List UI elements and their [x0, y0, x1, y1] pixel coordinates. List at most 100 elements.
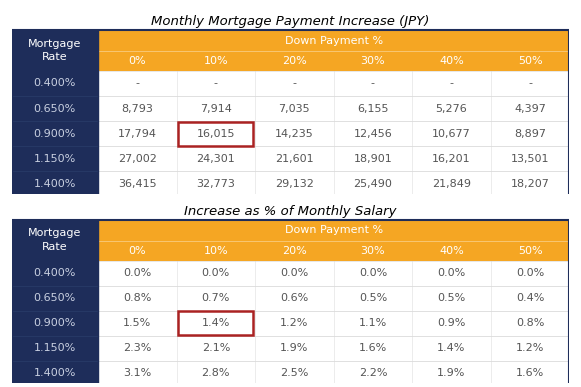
Bar — [491, 311, 569, 336]
Text: -: - — [214, 79, 218, 89]
Text: 1.4%: 1.4% — [202, 318, 230, 328]
Bar — [491, 241, 569, 260]
Bar — [177, 171, 255, 196]
Text: 12,456: 12,456 — [354, 128, 392, 139]
Bar — [255, 146, 333, 171]
Bar — [255, 171, 333, 196]
Bar — [255, 51, 333, 71]
Bar — [412, 311, 491, 336]
Text: 30%: 30% — [361, 56, 385, 66]
Bar — [333, 241, 412, 260]
Bar — [178, 122, 253, 146]
Text: 10%: 10% — [203, 246, 228, 256]
Bar — [177, 361, 255, 386]
Text: 1.400%: 1.400% — [34, 368, 76, 378]
Bar — [412, 361, 491, 386]
Bar — [177, 260, 255, 286]
Text: 40%: 40% — [439, 56, 464, 66]
Bar — [255, 96, 333, 121]
Bar — [98, 71, 177, 96]
Bar — [98, 286, 177, 311]
Bar — [255, 286, 333, 311]
Bar — [12, 260, 98, 286]
Bar — [412, 71, 491, 96]
Bar — [255, 336, 333, 361]
Text: 2.2%: 2.2% — [358, 368, 387, 378]
Text: 1.6%: 1.6% — [359, 343, 387, 353]
Text: 0.0%: 0.0% — [202, 268, 230, 278]
Text: -: - — [528, 79, 532, 89]
Bar — [12, 220, 569, 386]
Bar — [491, 121, 569, 146]
Bar — [98, 241, 177, 260]
Text: 0.0%: 0.0% — [123, 268, 152, 278]
Bar — [12, 96, 98, 121]
Bar — [412, 171, 491, 196]
Text: 2.8%: 2.8% — [202, 368, 230, 378]
Text: 0.4%: 0.4% — [516, 293, 544, 303]
Bar — [12, 171, 98, 196]
Bar — [333, 336, 412, 361]
Text: 2.3%: 2.3% — [123, 343, 152, 353]
Bar — [491, 171, 569, 196]
Text: 0.5%: 0.5% — [359, 293, 387, 303]
Text: 0.0%: 0.0% — [437, 268, 465, 278]
Bar — [12, 146, 98, 171]
Bar — [255, 361, 333, 386]
Bar — [177, 336, 255, 361]
Text: 1.2%: 1.2% — [280, 318, 309, 328]
Text: Mortgage
Rate: Mortgage Rate — [28, 228, 81, 252]
Text: 36,415: 36,415 — [118, 179, 157, 189]
Bar — [491, 336, 569, 361]
Bar — [412, 241, 491, 260]
Bar — [12, 30, 98, 71]
Text: 0.6%: 0.6% — [280, 293, 309, 303]
Text: 0.650%: 0.650% — [34, 293, 76, 303]
Bar — [412, 336, 491, 361]
Bar — [255, 241, 333, 260]
Text: 1.150%: 1.150% — [34, 154, 76, 164]
Text: 1.9%: 1.9% — [437, 368, 465, 378]
Text: 17,794: 17,794 — [118, 128, 157, 139]
Text: 1.400%: 1.400% — [34, 179, 76, 189]
Text: 0.900%: 0.900% — [34, 318, 76, 328]
Text: 0.400%: 0.400% — [34, 79, 76, 89]
Text: Down Payment %: Down Payment % — [285, 36, 383, 46]
Text: -: - — [135, 79, 139, 89]
Text: 1.1%: 1.1% — [359, 318, 387, 328]
Bar — [333, 361, 412, 386]
Bar — [12, 336, 98, 361]
Text: 0.0%: 0.0% — [359, 268, 387, 278]
Text: 24,301: 24,301 — [196, 154, 235, 164]
Bar — [333, 260, 412, 286]
Text: 0.7%: 0.7% — [202, 293, 230, 303]
Bar — [333, 286, 412, 311]
Bar — [98, 146, 177, 171]
Text: 8,793: 8,793 — [121, 103, 153, 113]
Bar — [255, 121, 333, 146]
Text: 4,397: 4,397 — [514, 103, 546, 113]
Text: 10,677: 10,677 — [432, 128, 471, 139]
Bar — [491, 96, 569, 121]
Text: 50%: 50% — [518, 56, 542, 66]
Bar — [333, 121, 412, 146]
Text: 0%: 0% — [128, 246, 146, 256]
Text: 3.1%: 3.1% — [123, 368, 152, 378]
Text: 7,035: 7,035 — [279, 103, 310, 113]
Text: 16,015: 16,015 — [196, 128, 235, 139]
Text: 7,914: 7,914 — [200, 103, 232, 113]
Text: 5,276: 5,276 — [436, 103, 467, 113]
Bar — [255, 311, 333, 336]
Bar — [333, 96, 412, 121]
Bar — [98, 96, 177, 121]
Bar — [177, 121, 255, 146]
Text: 10%: 10% — [203, 56, 228, 66]
Text: 20%: 20% — [282, 56, 307, 66]
Bar — [177, 286, 255, 311]
Text: 0.0%: 0.0% — [280, 268, 309, 278]
Bar — [412, 286, 491, 311]
Bar — [98, 121, 177, 146]
Bar — [177, 146, 255, 171]
Text: 0.900%: 0.900% — [34, 128, 76, 139]
Text: 18,901: 18,901 — [354, 154, 392, 164]
